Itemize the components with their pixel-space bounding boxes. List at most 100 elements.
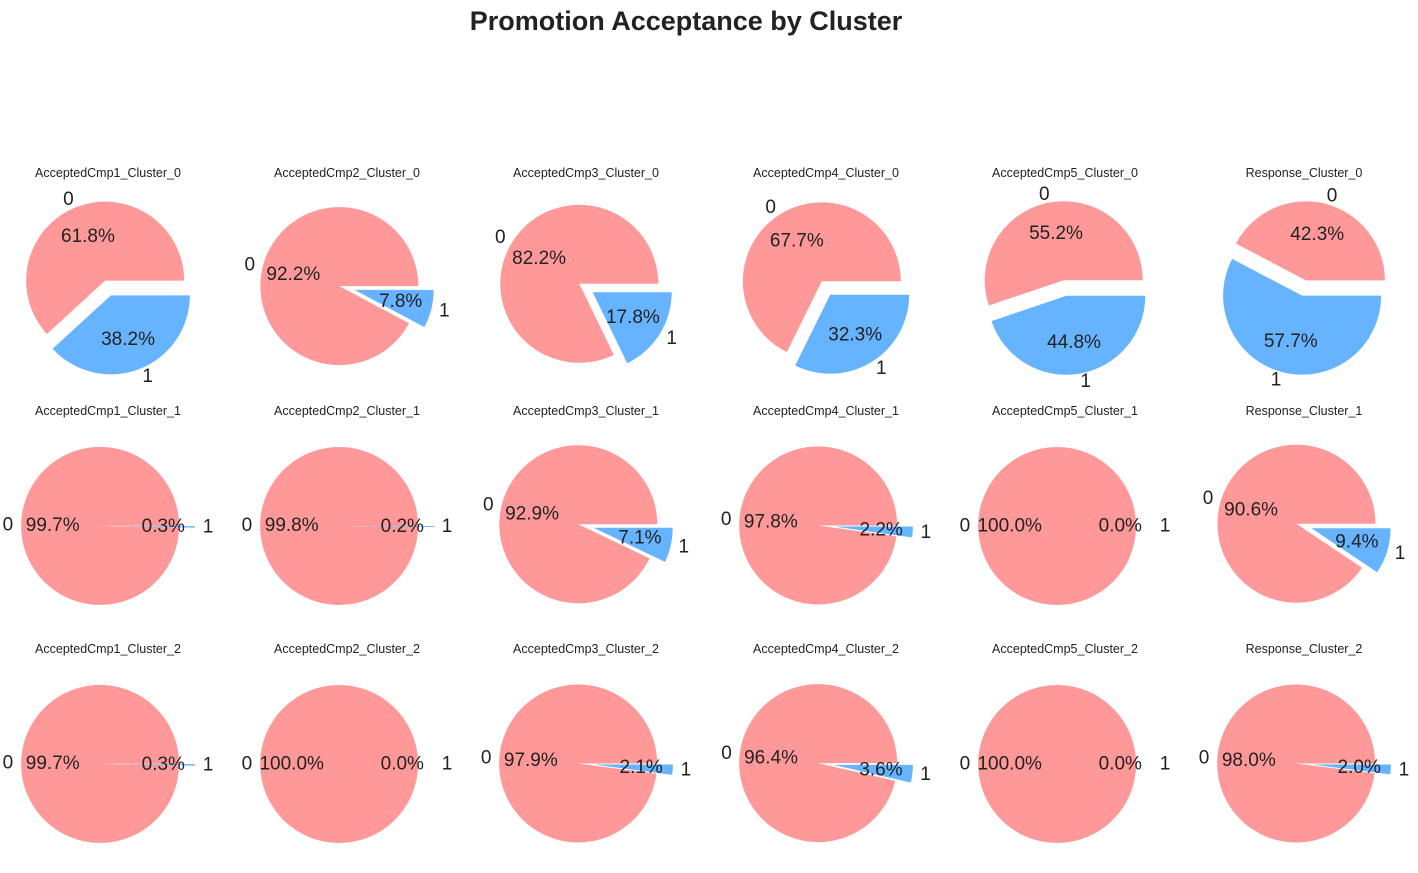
slice-category-label: 1 [921, 522, 932, 543]
pie-title: AcceptedCmp2_Cluster_2 [274, 642, 420, 656]
slice-1 [354, 289, 434, 328]
slice-percent-label: 0.0% [381, 754, 424, 775]
slice-category-label: 0 [483, 495, 494, 516]
slice-1 [833, 764, 913, 783]
slice-percent-label: 67.7% [770, 231, 824, 252]
slice-percent-label: 17.8% [606, 307, 660, 328]
slice-category-label: 0 [721, 509, 732, 530]
slice-0 [1217, 444, 1376, 603]
slice-percent-label: 92.9% [505, 503, 559, 524]
pie-title: AcceptedCmp3_Cluster_2 [513, 642, 659, 656]
slice-1 [52, 295, 190, 375]
slice-category-label: 1 [1399, 759, 1410, 780]
slice-category-label: 1 [681, 760, 692, 781]
slice-percent-label: 44.8% [1047, 332, 1101, 353]
figure-title: Promotion Acceptance by Cluster [470, 6, 903, 36]
slice-category-label: 0 [721, 743, 732, 764]
slice-percent-label: 0.0% [1099, 754, 1142, 775]
slice-1 [991, 295, 1146, 375]
slice-category-label: 1 [203, 754, 214, 775]
slice-percent-label: 61.8% [61, 226, 115, 247]
slice-category-label: 1 [1160, 516, 1171, 537]
slice-percent-label: 2.0% [1338, 757, 1381, 778]
slice-percent-label: 98.0% [1222, 750, 1276, 771]
slice-category-label: 0 [960, 516, 971, 537]
pie-title: AcceptedCmp4_Cluster_0 [753, 166, 899, 180]
slice-0 [21, 446, 180, 605]
slice-1 [592, 292, 672, 364]
slice-category-label: 0 [3, 753, 14, 774]
slice-1 [1311, 528, 1391, 573]
slice-percent-label: 38.2% [101, 329, 155, 350]
pie-chart: AcceptedCmp4_Cluster_2 96.4% 0 3.6% 1 [721, 642, 931, 843]
slice-0 [260, 685, 419, 843]
slice-percent-label: 97.8% [744, 512, 798, 533]
pie-chart: AcceptedCmp4_Cluster_1 97.8% 0 2.2% 1 [721, 404, 932, 605]
slice-percent-label: 100.0% [977, 516, 1042, 537]
slice-category-label: 0 [242, 754, 253, 775]
slice-percent-label: 0.0% [1099, 516, 1142, 537]
slice-percent-label: 99.7% [26, 515, 80, 536]
slice-percent-label: 0.3% [142, 754, 185, 775]
slice-category-label: 1 [142, 366, 153, 387]
slice-0 [260, 207, 419, 366]
slice-category-label: 1 [920, 764, 931, 785]
slice-category-label: 0 [765, 197, 776, 218]
slice-percent-label: 90.6% [1224, 499, 1278, 520]
pie-title: AcceptedCmp1_Cluster_2 [35, 642, 181, 656]
slice-category-label: 1 [678, 536, 689, 557]
slice-category-label: 0 [1203, 488, 1214, 509]
slice-percent-label: 2.1% [620, 757, 663, 778]
slice-percent-label: 2.2% [860, 519, 903, 540]
slice-percent-label: 7.8% [379, 291, 422, 312]
pie-chart: AcceptedCmp2_Cluster_0 92.2% 0 7.8% 1 [244, 166, 450, 366]
pie-title: AcceptedCmp3_Cluster_1 [513, 404, 659, 418]
slice-1 [1311, 764, 1391, 775]
slice-0 [739, 446, 898, 605]
slice-percent-label: 92.2% [266, 264, 320, 285]
slice-percent-label: 55.2% [1029, 223, 1083, 244]
pie-chart: AcceptedCmp2_Cluster_2 100.0% 0 0.0% 1 [242, 642, 453, 843]
slice-percent-label: 97.9% [504, 750, 558, 771]
slice-0 [499, 684, 658, 843]
slice-category-label: 0 [242, 515, 253, 536]
slice-0 [26, 201, 185, 334]
slice-0 [978, 685, 1137, 843]
slice-category-label: 1 [1271, 370, 1282, 391]
slice-0 [742, 202, 901, 353]
slice-1 [115, 526, 195, 528]
slice-category-label: 1 [442, 754, 453, 775]
slice-0 [1217, 684, 1376, 843]
pie-chart: AcceptedCmp5_Cluster_2 100.0% 0 0.0% 1 [960, 642, 1170, 843]
slice-percent-label: 3.6% [859, 760, 902, 781]
pie-chart: Response_Cluster_0 42.3% 0 57.7% 1 [1223, 166, 1385, 391]
slice-1 [833, 526, 913, 538]
slice-category-label: 1 [1080, 371, 1091, 392]
slice-0 [21, 684, 180, 843]
pie-chart: AcceptedCmp1_Cluster_0 61.8% 0 38.2% 1 [26, 166, 190, 387]
slice-0 [739, 684, 898, 843]
slice-1 [115, 764, 195, 766]
pie-title: AcceptedCmp5_Cluster_0 [992, 166, 1138, 180]
slice-0 [499, 445, 658, 604]
pie-title: Response_Cluster_2 [1246, 642, 1363, 656]
slice-percent-label: 0.3% [142, 516, 185, 537]
slice-category-label: 1 [666, 328, 677, 349]
pie-title: AcceptedCmp3_Cluster_0 [513, 166, 659, 180]
slice-category-label: 0 [1199, 748, 1210, 769]
slice-category-label: 1 [442, 516, 453, 537]
pie-title: AcceptedCmp4_Cluster_2 [753, 642, 899, 656]
pie-title: AcceptedCmp5_Cluster_1 [992, 404, 1138, 418]
slice-1 [354, 526, 434, 528]
slice-0 [260, 446, 419, 605]
slice-category-label: 1 [203, 516, 214, 537]
slice-0 [1235, 201, 1385, 281]
slice-category-label: 0 [1327, 185, 1338, 206]
slice-percent-label: 0.2% [381, 516, 424, 537]
slice-percent-label: 96.4% [744, 747, 798, 768]
slice-category-label: 0 [1039, 184, 1050, 205]
pie-chart: AcceptedCmp3_Cluster_2 97.9% 0 2.1% 1 [481, 642, 692, 843]
slice-category-label: 1 [876, 358, 887, 379]
pie-chart: AcceptedCmp5_Cluster_0 55.2% 0 44.8% 1 [984, 166, 1146, 392]
